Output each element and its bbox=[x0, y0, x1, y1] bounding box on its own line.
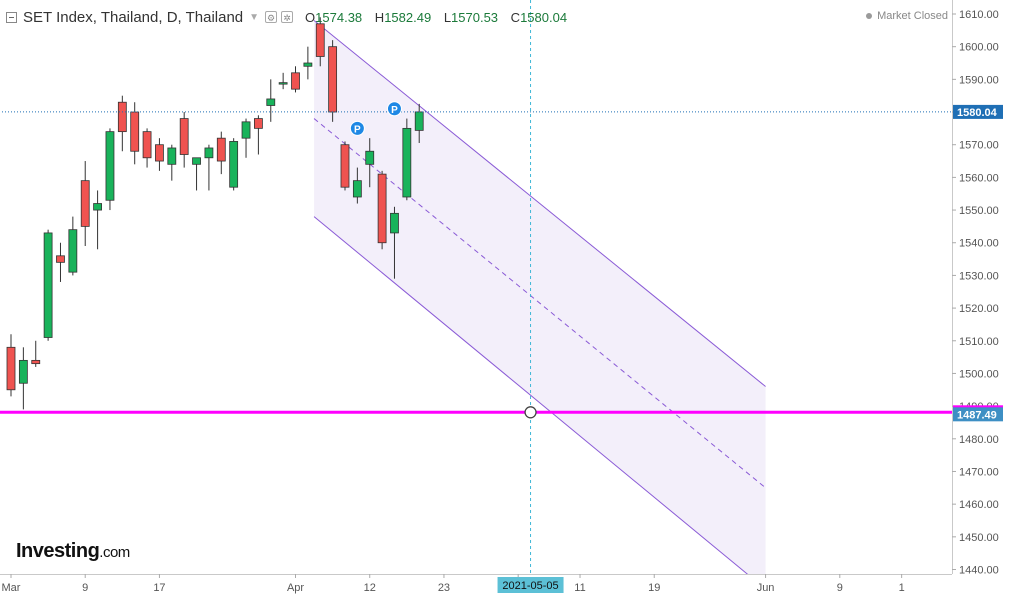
collapse-icon[interactable] bbox=[6, 11, 17, 23]
gear-icon[interactable]: ✲ bbox=[281, 11, 294, 23]
price-tick-label: 1460.00 bbox=[959, 499, 999, 511]
price-axis: 1440.001450.001460.001470.001480.001490.… bbox=[952, 0, 1011, 597]
channel-mid-line bbox=[313, 118, 766, 489]
time-tick-label: 11 bbox=[574, 582, 585, 594]
candle-up bbox=[266, 98, 276, 106]
price-tick-label: 1590.00 bbox=[959, 74, 999, 86]
candle-down bbox=[80, 180, 90, 227]
time-tick-label: 23 bbox=[438, 582, 450, 594]
chart-header: SET Index, Thailand, D, Thailand ▼ ⚙ ✲ O… bbox=[6, 7, 576, 27]
crosshair-date-bg bbox=[497, 577, 564, 593]
time-axis: Mar917Apr1223M1119Jun912021-05-05 bbox=[0, 574, 1011, 597]
price-tick-label: 1470.00 bbox=[959, 466, 999, 478]
open-value: 1574.38 bbox=[315, 9, 363, 25]
price-tick-label: 1520.00 bbox=[959, 303, 999, 315]
price-tick-label: 1510.00 bbox=[959, 336, 999, 348]
candle-up bbox=[303, 62, 313, 67]
crosshair-date-label: 2021-05-05 bbox=[502, 580, 558, 592]
time-tick-label: Jun bbox=[757, 582, 775, 594]
candle-up bbox=[229, 141, 239, 188]
channel-lower-line bbox=[313, 216, 766, 590]
price-tick-label: 1480.00 bbox=[959, 434, 999, 446]
status-dot-icon bbox=[866, 13, 873, 19]
pivot-marker-label: P bbox=[354, 124, 361, 135]
high-value: 1582.49 bbox=[384, 9, 432, 25]
time-tick-label: 12 bbox=[364, 582, 376, 594]
candle-down bbox=[56, 255, 65, 263]
candle-up bbox=[241, 121, 251, 139]
candle-down bbox=[216, 137, 226, 162]
candle-down bbox=[328, 46, 338, 113]
time-tick-label: 9 bbox=[837, 582, 843, 594]
candle-up bbox=[414, 111, 424, 131]
last-price-label: 1580.04 bbox=[957, 107, 998, 119]
candle-up bbox=[105, 131, 115, 201]
settings-icon[interactable]: ⚙ bbox=[265, 11, 278, 23]
pivot-marker-label: P bbox=[391, 105, 398, 116]
candle-up bbox=[352, 180, 362, 198]
time-tick-label: Mar bbox=[2, 582, 21, 594]
price-tick-label: 1550.00 bbox=[959, 205, 999, 217]
crosshair-price-label-bg bbox=[953, 407, 1003, 422]
price-tick-label: 1450.00 bbox=[959, 532, 999, 544]
candle-down bbox=[130, 111, 140, 152]
price-tick-label: 1610.00 bbox=[959, 9, 999, 21]
candle-up bbox=[192, 157, 201, 165]
candle-up bbox=[18, 359, 28, 384]
time-tick-label: 17 bbox=[153, 582, 165, 594]
candle-up bbox=[204, 147, 214, 159]
last-price-label-bg bbox=[953, 104, 1003, 119]
candle-down bbox=[31, 359, 41, 365]
investing-logo: Investing.com bbox=[16, 540, 130, 562]
price-axis-bg bbox=[952, 0, 1011, 597]
time-tick-label: Apr bbox=[287, 582, 304, 594]
price-tick-label: 1570.00 bbox=[959, 140, 999, 152]
candle-down bbox=[117, 101, 127, 133]
time-tick-label: 1 bbox=[899, 582, 905, 594]
low-value: 1570.53 bbox=[451, 9, 499, 25]
chevron-down-icon[interactable]: ▼ bbox=[249, 11, 260, 23]
candle-down bbox=[179, 118, 189, 155]
time-tick-label: 9 bbox=[82, 582, 88, 594]
market-status: Market Closed bbox=[866, 10, 948, 22]
candle-up bbox=[167, 147, 177, 165]
candle-down bbox=[377, 173, 387, 244]
candle-down bbox=[155, 144, 164, 162]
candle-up bbox=[43, 232, 53, 338]
channel-upper-line bbox=[313, 20, 766, 387]
regression-channel bbox=[313, 20, 766, 590]
price-tick-label: 1530.00 bbox=[959, 270, 999, 282]
close-value: 1580.04 bbox=[520, 9, 568, 25]
candle-up bbox=[402, 127, 412, 198]
pivot-marker-icon bbox=[349, 120, 365, 136]
candle-up bbox=[68, 229, 78, 273]
candle-down bbox=[340, 144, 350, 188]
candle-down bbox=[6, 346, 16, 391]
candle-down bbox=[142, 131, 152, 159]
candle-up bbox=[365, 150, 375, 165]
candle-down bbox=[315, 23, 325, 57]
price-tick-label: 1440.00 bbox=[959, 565, 999, 577]
price-tick-label: 1600.00 bbox=[959, 42, 999, 54]
crosshair-price-label: 1487.49 bbox=[957, 409, 997, 421]
ohlc-readout: O1574.38 H1582.49 L1570.53 C1580.04 bbox=[305, 9, 568, 25]
candle-down bbox=[253, 118, 263, 129]
overlays: PP bbox=[0, 0, 952, 574]
price-tick-label: 1500.00 bbox=[959, 368, 999, 380]
price-tick-label: 1540.00 bbox=[959, 238, 999, 250]
time-tick-label: 19 bbox=[648, 582, 660, 594]
symbol-title[interactable]: SET Index, Thailand, D, Thailand bbox=[23, 8, 244, 26]
market-status-label: Market Closed bbox=[877, 10, 948, 22]
pivot-marker-icon bbox=[386, 101, 402, 117]
channel-fill bbox=[314, 20, 766, 590]
crosshair-point bbox=[524, 406, 537, 419]
candle-up bbox=[278, 82, 288, 85]
price-tick-label: 1560.00 bbox=[959, 172, 999, 184]
candle-down bbox=[291, 72, 300, 90]
candle-up bbox=[93, 203, 102, 211]
candle-up bbox=[390, 212, 399, 234]
